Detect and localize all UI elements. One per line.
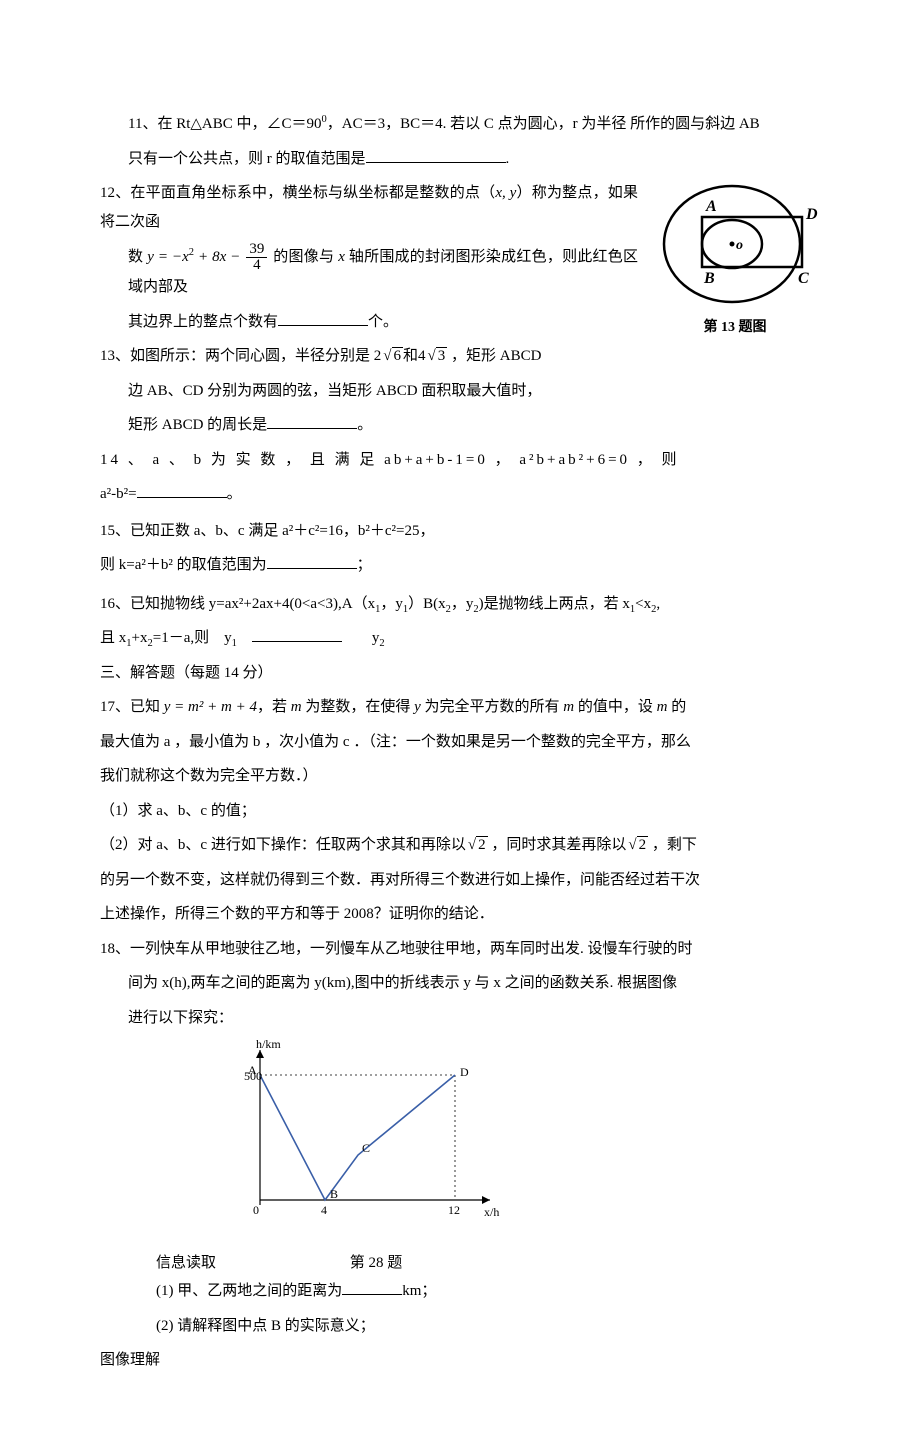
question-17-p2: （2）对 a、b、c 进行如下操作：任取两个求其和再除以2 ，同时求其差再除以2… xyxy=(100,831,820,860)
svg-text:D: D xyxy=(805,206,818,223)
svg-text:12: 12 xyxy=(448,1203,460,1217)
svg-text:B: B xyxy=(703,270,715,287)
question-15: 15、已知正数 a、b、c 满足 a²＋c²=16，b²＋c²=25， xyxy=(100,517,820,546)
svg-text:B: B xyxy=(330,1187,338,1201)
question-11-line2: 只有一个公共点，则 r 的取值范围是. xyxy=(100,145,820,174)
sqrt-3-icon: 3 xyxy=(426,342,448,371)
section-3-header: 三、解答题（每题 14 分） xyxy=(100,659,820,688)
q11-text-c: 只有一个公共点，则 r 的取值范围是 xyxy=(128,151,366,167)
q18-info: 信息读取 xyxy=(100,1249,276,1278)
q12-frac: 394 xyxy=(246,242,267,273)
svg-text:A: A xyxy=(248,1063,257,1077)
question-18-line3: 进行以下探究： xyxy=(100,1004,820,1033)
q13-post: ，矩形 ABCD xyxy=(447,348,541,364)
sqrt-6-icon: 6 xyxy=(381,342,403,371)
svg-text:D: D xyxy=(460,1065,469,1079)
question-15-line2: 则 k=a²＋b² 的取值范围为 ； xyxy=(100,551,820,580)
q12-l2b: 的图像与 xyxy=(269,249,338,265)
question-17-line3: 我们就称这个数为完全平方数．） xyxy=(100,762,820,791)
q13-pre: 13、如图所示：两个同心圆，半径分别是 2 xyxy=(100,348,381,364)
q13-l3: 矩形 ABCD 的周长是 xyxy=(128,417,267,433)
q12-xy: x, y xyxy=(495,185,516,201)
svg-text:A: A xyxy=(705,198,717,215)
q14-l2b: 。 xyxy=(227,486,242,502)
q12-eq-plus: + 8x − xyxy=(194,249,244,265)
figure-13-svg: A B C D o xyxy=(650,179,820,309)
q11-text-a: 11、在 Rt△ABC 中，∠C＝90 xyxy=(128,116,322,132)
q12-blank xyxy=(278,310,368,326)
q15-blank xyxy=(267,553,357,569)
chart-28: 500 0 4 12 x/h h/km A B C D xyxy=(220,1040,820,1241)
svg-text:x/h: x/h xyxy=(484,1205,499,1219)
q15-l2b: ； xyxy=(357,557,372,573)
chart-28-svg: 500 0 4 12 x/h h/km A B C D xyxy=(220,1040,510,1230)
q12-eq-l: y = −x xyxy=(147,249,189,265)
question-18-p2: (2) 请解释图中点 B 的实际意义； xyxy=(100,1312,820,1341)
question-18-p1: (1) 甲、乙两地之间的距离为km； xyxy=(100,1277,820,1306)
question-16-line2: 且 x1+x2=1－a,则 y1 y2 xyxy=(100,624,820,653)
q12-l1a: 12、在平面直角坐标系中，横坐标与纵坐标都是整数的点（ xyxy=(100,185,495,201)
q18-blank xyxy=(342,1279,402,1295)
question-17-line2: 最大值为 a ，最小值为 b ，次小值为 c ．（注：一个数如果是另一个整数的完… xyxy=(100,728,820,757)
q15-l2: 则 k=a²＋b² 的取值范围为 xyxy=(100,557,267,573)
q13-l3b: 。 xyxy=(357,417,372,433)
q11-blank xyxy=(366,147,506,163)
question-17: 17、已知 y = m² + m + 4，若 m 为整数，在使得 y 为完全平方… xyxy=(100,693,820,722)
q11-tail: . xyxy=(506,151,510,167)
q14-blank xyxy=(137,482,227,498)
q11-text-b: ，AC＝3，BC＝4. 若以 C 点为圆心，r 为半径 所作的圆与斜边 AB xyxy=(327,116,760,132)
sqrt-2a-icon: 2 xyxy=(466,831,488,860)
question-18-caption-row: 信息读取 第 28 题 xyxy=(100,1249,820,1278)
q16-blank xyxy=(252,626,342,642)
sqrt-2b-icon: 2 xyxy=(626,831,648,860)
chart-28-caption: 第 28 题 xyxy=(276,1249,476,1278)
svg-text:0: 0 xyxy=(253,1203,259,1217)
svg-text:o: o xyxy=(736,238,743,253)
svg-text:h/km: h/km xyxy=(256,1040,281,1051)
question-13: 13、如图所示：两个同心圆，半径分别是 26和43 ，矩形 ABCD xyxy=(100,342,820,371)
q12-x: x xyxy=(338,249,345,265)
question-13-line2: 边 AB、CD 分别为两圆的弦，当矩形 ABCD 面积取最大值时， xyxy=(100,377,820,406)
svg-text:C: C xyxy=(362,1141,370,1155)
figure-13-caption: 第 13 题图 xyxy=(650,315,820,342)
q13-and: 和4 xyxy=(403,348,426,364)
q12-l3: 其边界上的整点个数有 xyxy=(128,314,278,330)
question-17-p3: 的另一个数不变，这样就仍得到三个数．再对所得三个数进行如上操作，问能否经过若干次 xyxy=(100,866,820,895)
question-13-line3: 矩形 ABCD 的周长是 。 xyxy=(100,411,820,440)
svg-text:4: 4 xyxy=(321,1203,327,1217)
question-17-p1: （1）求 a、b、c 的值； xyxy=(100,797,820,826)
question-17-p4: 上述操作，所得三个数的平方和等于 2008？证明你的结论． xyxy=(100,900,820,929)
q13-blank xyxy=(267,413,357,429)
question-18: 18、一列快车从甲地驶往乙地，一列慢车从乙地驶往甲地，两车同时出发. 设慢车行驶… xyxy=(100,935,820,964)
question-18-imgund: 图像理解 xyxy=(100,1346,820,1375)
q12-l2a: 数 xyxy=(128,249,147,265)
figure-13: A B C D o 第 13 题图 xyxy=(650,179,820,342)
question-14: 14 、 a 、 b 为 实 数 ， 且 满 足 ab+a+b-1=0 ， a²… xyxy=(100,446,820,475)
q12-l3b: 个。 xyxy=(368,314,398,330)
question-18-line2: 间为 x(h),两车之间的距离为 y(km),图中的折线表示 y 与 x 之间的… xyxy=(100,969,820,998)
question-14-line2: a²-b²= 。 xyxy=(100,480,820,509)
svg-text:C: C xyxy=(798,270,809,287)
q14-l2: a²-b²= xyxy=(100,486,137,502)
question-11: 11、在 Rt△ABC 中，∠C＝900，AC＝3，BC＝4. 若以 C 点为圆… xyxy=(100,110,820,139)
question-16: 16、已知抛物线 y=ax²+2ax+4(0<a<3),A（x1，y1）B(x2… xyxy=(100,590,820,619)
